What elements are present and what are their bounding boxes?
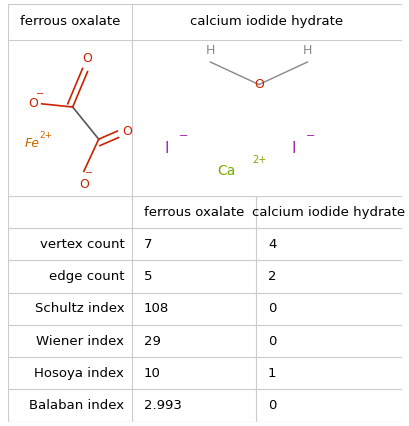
Text: ferrous oxalate: ferrous oxalate [144, 206, 244, 219]
Text: 0: 0 [267, 302, 276, 315]
Text: H: H [302, 44, 311, 57]
Text: Fe: Fe [24, 138, 39, 150]
Text: 108: 108 [144, 302, 169, 315]
Text: 29: 29 [144, 334, 160, 348]
Text: 2.993: 2.993 [144, 399, 182, 412]
Text: Balaban index: Balaban index [29, 399, 124, 412]
Text: Wiener index: Wiener index [36, 334, 124, 348]
Text: calcium iodide hydrate: calcium iodide hydrate [190, 15, 343, 29]
Text: 0: 0 [267, 399, 276, 412]
Text: 10: 10 [144, 367, 160, 380]
Text: 7: 7 [144, 238, 152, 251]
Text: 1: 1 [267, 367, 276, 380]
Text: Ca: Ca [217, 164, 235, 178]
Text: −: − [85, 168, 92, 178]
Text: Hosoya index: Hosoya index [34, 367, 124, 380]
Text: 2: 2 [267, 270, 276, 283]
Text: 0: 0 [267, 334, 276, 348]
Text: O: O [82, 52, 92, 65]
Text: vertex count: vertex count [39, 238, 124, 251]
Text: O: O [122, 125, 132, 138]
Text: O: O [79, 178, 89, 191]
Text: 5: 5 [144, 270, 152, 283]
Text: O: O [28, 97, 38, 110]
Text: I: I [291, 141, 295, 156]
Text: −: − [305, 131, 314, 141]
Text: O: O [253, 78, 263, 91]
Text: I: I [164, 141, 169, 156]
Text: ferrous oxalate: ferrous oxalate [20, 15, 120, 29]
Text: −: − [36, 89, 45, 99]
Text: Schultz index: Schultz index [35, 302, 124, 315]
Text: 2+: 2+ [39, 132, 52, 141]
Text: calcium iodide hydrate: calcium iodide hydrate [252, 206, 405, 219]
Text: H: H [205, 44, 215, 57]
Text: edge count: edge count [49, 270, 124, 283]
Text: 2+: 2+ [251, 155, 265, 165]
Text: 4: 4 [267, 238, 276, 251]
Text: −: − [178, 131, 188, 141]
